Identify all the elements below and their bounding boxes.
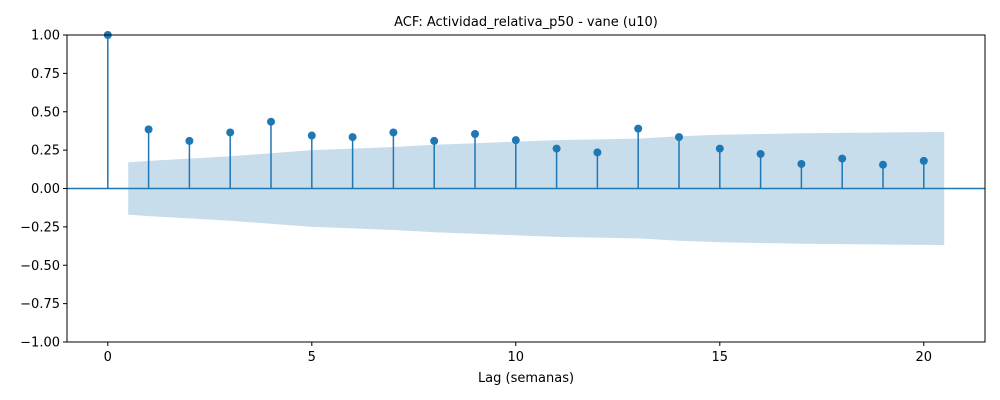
x-tick-label: 20 xyxy=(916,350,933,365)
acf-point-lag-14 xyxy=(675,133,683,142)
acf-point-lag-3 xyxy=(226,128,235,137)
acf-point-lag-9 xyxy=(471,130,479,139)
x-axis-label: Lag (semanas) xyxy=(478,371,574,386)
acf-point-lag-1 xyxy=(144,125,153,134)
y-tick-label: −0.25 xyxy=(20,220,60,235)
acf-point-lag-11 xyxy=(552,144,561,153)
acf-point-lag-15 xyxy=(715,144,724,153)
acf-point-lag-19 xyxy=(879,160,887,169)
chart-title: ACF: Actividad_relativa_p50 - vane (u10) xyxy=(394,15,658,30)
y-tick-label: −1.00 xyxy=(20,336,60,351)
x-tick-label: 5 xyxy=(308,350,316,365)
acf-point-lag-20 xyxy=(919,156,928,165)
x-tick-label: 15 xyxy=(712,350,729,365)
acf-point-lag-13 xyxy=(634,124,643,133)
y-tick-label: −0.75 xyxy=(20,297,60,312)
acf-point-lag-10 xyxy=(511,136,520,145)
x-tick-label: 0 xyxy=(104,350,112,365)
y-tick-label: 0.25 xyxy=(31,144,60,159)
acf-point-lag-18 xyxy=(838,154,847,163)
acf-point-lag-16 xyxy=(756,149,765,158)
y-tick-label: 0.75 xyxy=(31,67,60,82)
y-tick-label: 0.50 xyxy=(31,105,60,120)
acf-point-lag-7 xyxy=(389,128,398,137)
acf-point-lag-6 xyxy=(348,133,357,142)
acf-point-lag-2 xyxy=(185,136,194,145)
y-tick-label: 1.00 xyxy=(31,29,60,44)
acf-point-lag-12 xyxy=(593,148,602,157)
acf-point-lag-5 xyxy=(307,131,316,140)
y-tick-label: −0.50 xyxy=(20,259,60,274)
acf-point-lag-17 xyxy=(797,159,806,168)
acf-point-lag-8 xyxy=(430,136,439,145)
plot-area: −1.00 −0.75 −0.50 −0.25 0.00 0.25 0.50 0.75 1.00… xyxy=(20,29,986,365)
y-tick-label: 0.00 xyxy=(31,182,60,197)
acf-point-lag-4 xyxy=(267,117,275,126)
x-tick-label: 10 xyxy=(508,350,525,365)
